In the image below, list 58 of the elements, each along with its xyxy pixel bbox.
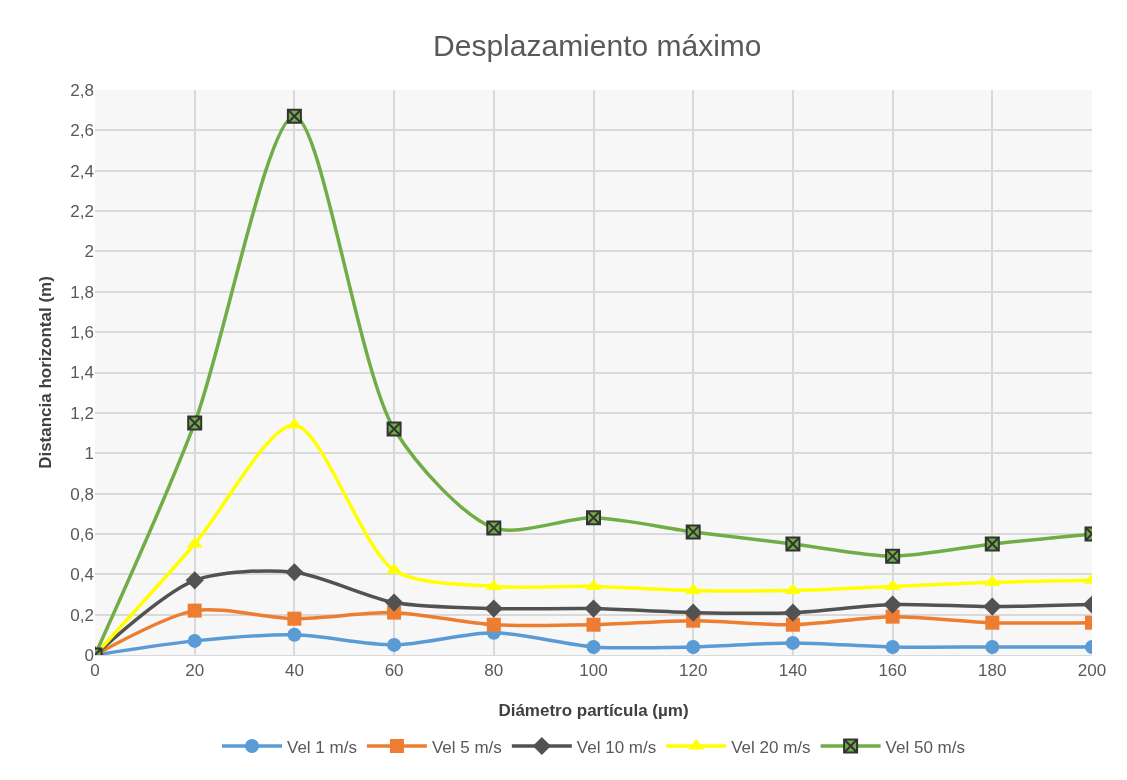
point	[287, 611, 302, 626]
point	[783, 603, 802, 622]
y-axis-title: Distancia horizontal (m)	[36, 276, 55, 469]
x-tick-label: 160	[878, 661, 907, 681]
point	[985, 615, 1000, 630]
point	[387, 637, 402, 652]
point	[785, 635, 800, 650]
y-tick-label: 0,4	[70, 565, 94, 585]
point	[684, 603, 703, 622]
point	[586, 639, 601, 654]
x-tick-label: 180	[978, 661, 1007, 681]
legend-label: Vel 20 m/s	[731, 737, 811, 757]
y-tick-label: 1	[84, 444, 94, 464]
x-tick-label: 80	[484, 661, 504, 681]
x-tick-label: 60	[384, 661, 404, 681]
x-tick-label: 120	[679, 661, 708, 681]
y-tick-label: 2,6	[70, 121, 94, 141]
legend-label: Vel 50 m/s	[885, 737, 965, 757]
point	[785, 617, 800, 632]
point	[584, 599, 603, 618]
x-tick-label: 200	[1077, 661, 1107, 681]
chart-title: Desplazamiento máximo	[433, 29, 762, 63]
point	[286, 417, 303, 429]
point	[287, 627, 302, 642]
y-tick-label: 2,4	[70, 161, 94, 181]
y-tick-label: 2,2	[70, 202, 94, 222]
point	[586, 617, 601, 632]
point	[885, 609, 900, 624]
x-tick-label: 140	[778, 661, 808, 681]
point	[285, 563, 304, 582]
x-tick-label: 100	[579, 661, 608, 681]
point	[985, 639, 1000, 654]
y-tick-label: 0	[84, 645, 94, 665]
y-tick-label: 2,8	[70, 80, 94, 100]
legend-label: Vel 10 m/s	[576, 737, 657, 757]
point	[686, 639, 701, 654]
y-tick-label: 0,2	[70, 605, 94, 625]
point	[486, 617, 501, 632]
point	[885, 639, 900, 654]
y-tick-label: 1,4	[70, 363, 94, 383]
point	[385, 593, 404, 612]
legend-label: Vel 1 m/s	[287, 737, 357, 757]
point	[883, 595, 902, 614]
legend-label: Vel 5 m/s	[431, 737, 502, 757]
point	[983, 597, 1002, 616]
y-tick-label: 0,6	[70, 524, 94, 544]
point	[484, 599, 503, 618]
point	[187, 603, 202, 618]
point	[185, 571, 204, 590]
y-tick-label: 1,2	[70, 403, 94, 423]
x-tick-label: 40	[284, 661, 304, 681]
y-tick-label: 0,8	[70, 484, 94, 504]
y-tick-label: 1,6	[70, 323, 94, 343]
y-tick-label: 1,8	[70, 282, 94, 302]
y-tick-label: 2	[84, 242, 94, 262]
x-tick-label: 20	[185, 661, 205, 681]
x-axis-title: Diámetro partícula (µm)	[498, 701, 689, 720]
point	[187, 633, 202, 648]
